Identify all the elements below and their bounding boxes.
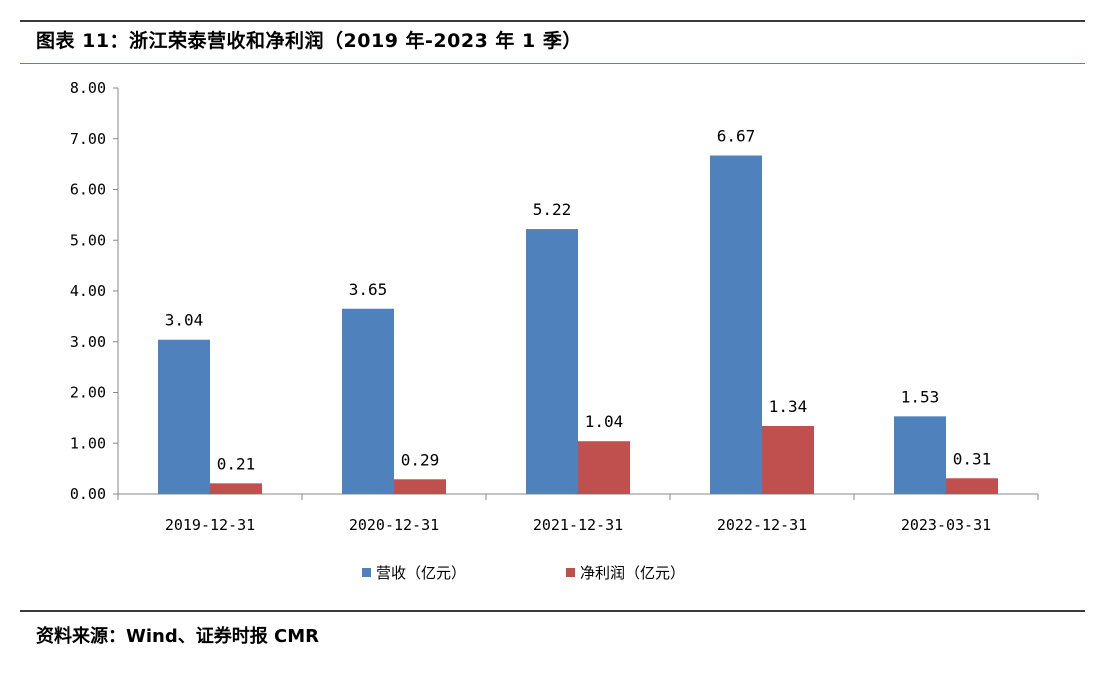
y-tick-label: 2.00 (70, 384, 106, 402)
revenue-data-label: 1.53 (901, 387, 940, 406)
revenue-bar (342, 308, 394, 494)
net-profit-data-label: 1.34 (769, 397, 808, 416)
revenue-bar (158, 339, 210, 494)
revenue-bar (526, 229, 578, 494)
net-profit-data-label: 0.21 (217, 454, 256, 473)
net-profit-bar (578, 441, 630, 494)
title-rule (20, 63, 1085, 64)
revenue-bar (710, 155, 762, 494)
y-tick-label: 6.00 (70, 181, 106, 199)
net-profit-bar (394, 479, 446, 494)
legend-swatch-net-profit (566, 568, 575, 577)
net-profit-bar (762, 425, 814, 494)
x-category-label: 2021-12-31 (533, 516, 623, 534)
revenue-data-label: 6.67 (717, 126, 756, 145)
y-tick-label: 1.00 (70, 434, 106, 452)
chart-title: 图表 11：浙江荣泰营收和净利润（2019 年-2023 年 1 季） (36, 30, 582, 52)
revenue-data-label: 3.65 (349, 280, 388, 299)
source-note: 资料来源：Wind、证券时报 CMR (36, 626, 319, 647)
top-rule (20, 20, 1085, 22)
y-tick-label: 4.00 (70, 282, 106, 300)
net-profit-bar (210, 483, 262, 494)
y-tick-label: 5.00 (70, 231, 106, 249)
y-tick-label: 3.00 (70, 333, 106, 351)
net-profit-bar (946, 478, 998, 494)
x-category-label: 2022-12-31 (717, 516, 807, 534)
revenue-data-label: 5.22 (533, 200, 572, 219)
y-tick-label: 0.00 (70, 485, 106, 503)
revenue-bar (894, 416, 946, 494)
net-profit-data-label: 1.04 (585, 412, 624, 431)
x-category-label: 2019-12-31 (165, 516, 255, 534)
revenue-data-label: 3.04 (165, 311, 204, 330)
y-tick-label: 7.00 (70, 130, 106, 148)
x-category-label: 2020-12-31 (349, 516, 439, 534)
legend-swatch-revenue (362, 568, 371, 577)
x-category-label: 2023-03-31 (901, 516, 991, 534)
legend-label-revenue: 营收（亿元） (376, 564, 466, 582)
legend-label-net-profit: 净利润（亿元） (580, 564, 685, 582)
net-profit-data-label: 0.31 (953, 449, 992, 468)
net-profit-data-label: 0.29 (401, 450, 440, 469)
bottom-rule (20, 610, 1085, 612)
y-tick-label: 8.00 (70, 79, 106, 97)
